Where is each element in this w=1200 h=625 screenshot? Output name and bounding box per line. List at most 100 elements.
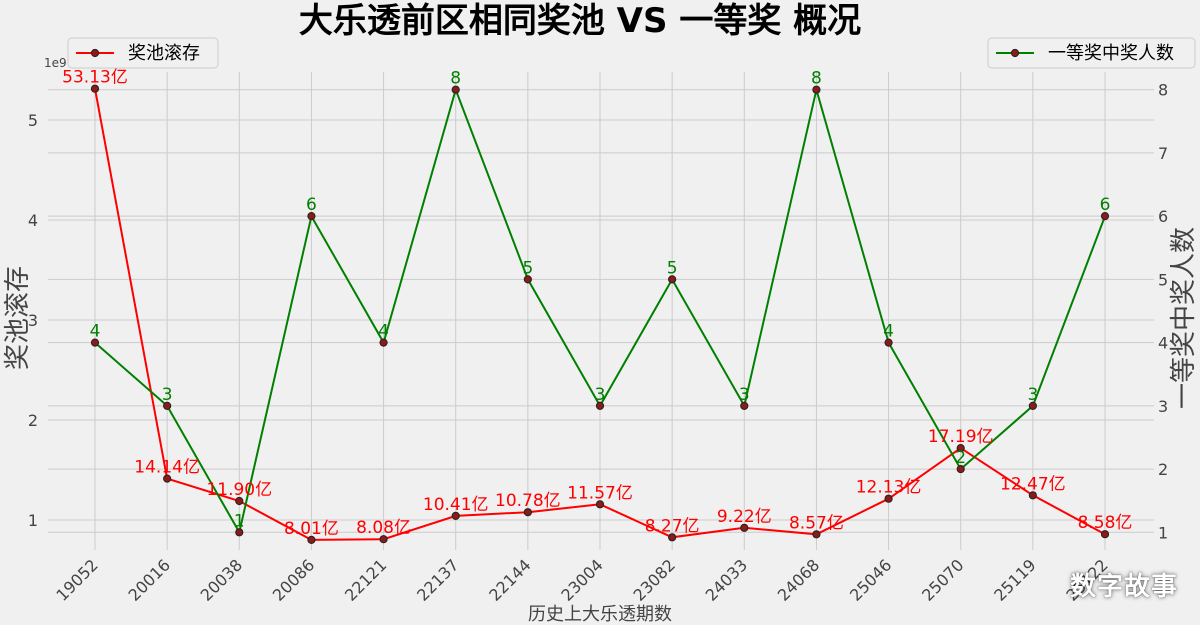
data-point [740,523,749,532]
data-point [163,401,172,410]
x-tick-label: 20086 [269,555,318,604]
x-tick-label: 19052 [52,555,101,604]
data-label: 8.27亿 [645,516,700,536]
series-layer [90,84,1110,545]
data-label: 8.57亿 [789,513,844,533]
data-point [595,500,605,509]
data-label: 5 [667,258,678,278]
data-label: 8.01亿 [284,519,339,539]
watermark: 数字故事 [1069,572,1178,602]
legends: 奖池滚存 一等奖中奖人数 [67,37,1196,69]
data-point [90,84,100,93]
y-left-tick-label: 5 [28,111,38,130]
data-label: 53.13亿 [62,68,128,88]
data-point [668,533,677,542]
data-label: 11.57亿 [567,483,633,503]
y-right-tick-label: 2 [1158,460,1168,479]
grid [48,72,1154,550]
data-point [812,530,821,539]
data-point [884,494,893,503]
data-label: 4 [378,322,389,342]
y-left-tick-label: 1 [28,511,38,530]
x-tick-label: 24068 [774,555,823,604]
legend-label: 奖池滚存 [128,43,200,64]
y-axis-left-offset: 1e9 [44,56,67,70]
data-point [884,338,893,347]
x-tick-label: 25070 [918,555,967,604]
data-label: 17.19亿 [928,427,994,447]
data-label: 3 [595,385,606,405]
data-label: 14.14亿 [134,458,200,478]
data-point [956,464,965,474]
data-point [956,444,965,453]
data-point [668,275,677,284]
data-label: 6 [1100,195,1111,215]
data-label: 10.41亿 [423,495,489,515]
data-point [523,508,532,517]
data-label: 5 [522,258,533,278]
data-point [812,85,821,94]
y-left-tick-label: 4 [28,211,38,230]
data-point [379,338,388,347]
data-point [451,511,460,521]
y-right-tick-label: 8 [1158,81,1168,100]
y-axis-left-label: 奖池滚存 [3,266,33,370]
legend-box-0 [67,37,219,69]
data-label: 3 [162,385,173,405]
y-right-tick-label: 5 [1158,270,1168,289]
data-point [523,275,532,284]
data-point [1028,401,1037,410]
data-label: 8.08亿 [356,518,411,538]
x-tick-label: 23004 [557,555,606,604]
data-point [451,85,460,94]
y-right-tick-label: 1 [1158,523,1168,542]
x-tick-label: 22144 [485,555,534,604]
data-point [163,474,172,483]
legend-marker [90,48,100,58]
y-right-tick-label: 7 [1158,144,1168,163]
x-tick-label: 25046 [846,555,895,604]
data-point [235,496,244,506]
x-tick-label: 25119 [990,555,1039,604]
data-label: 3 [739,385,750,405]
chart-title: 大乐透前区相同奖池 VS 一等奖 概况 [299,1,861,41]
data-point [307,212,316,221]
data-label: 2 [955,448,966,468]
data-point [90,338,100,347]
y-right-tick-label: 3 [1158,397,1168,416]
legend-marker [1010,48,1020,58]
data-point [595,401,605,410]
x-tick-label: 20038 [197,555,246,604]
data-label: 4 [883,322,894,342]
data-point [379,535,388,544]
x-axis-label: 历史上大乐透期数 [528,604,672,625]
data-label: 11.90亿 [206,480,272,500]
legend-label: 一等奖中奖人数 [1048,43,1174,64]
x-tick-label: 23082 [630,555,679,604]
data-label: 8 [811,69,822,89]
y-left-tick-label: 2 [28,411,38,430]
data-label: 8.58亿 [1078,513,1133,533]
data-label: 8 [450,69,461,89]
plot-area [48,72,1154,550]
data-point [1100,212,1110,221]
data-label: 9.22亿 [717,507,772,527]
data-labels: 53.13亿 14.14亿 11.90亿 8.01亿 8.08亿 10.41亿 10.78亿… [62,68,1132,539]
y-right-tick-label: 4 [1158,334,1168,353]
y-right-tick-label: 6 [1158,207,1168,226]
data-label: 4 [90,322,101,342]
data-label: 6 [306,195,317,215]
data-point [740,401,749,410]
data-label: 1 [234,511,245,531]
data-label: 10.78亿 [495,491,561,511]
data-point [1100,530,1110,539]
data-point [307,535,316,545]
y-left-tick-label: 3 [28,311,38,330]
data-point [1028,491,1037,500]
legend-box-1 [987,37,1196,69]
y-axis-right-label: 一等奖中奖人数 [1169,227,1199,409]
x-tick-label: 24033 [702,555,751,604]
x-tick-label: 22121 [341,555,390,604]
data-label: 12.47亿 [1000,474,1066,494]
